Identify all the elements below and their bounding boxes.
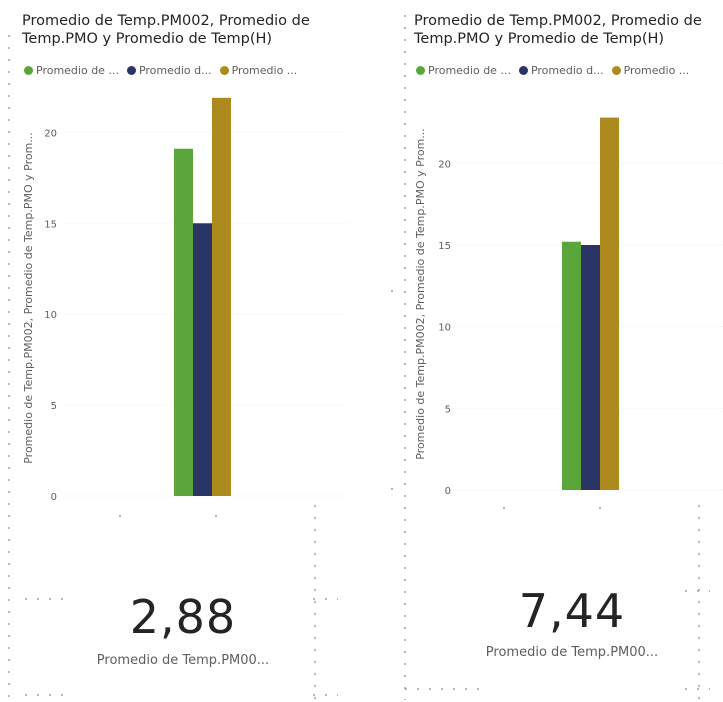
legend-label: Promedio ... xyxy=(231,64,298,77)
kpi-value: 7,44 xyxy=(518,584,626,638)
kpi-value: 2,88 xyxy=(129,590,237,644)
legend-swatch xyxy=(611,66,621,75)
y-tick-label: 5 xyxy=(51,401,57,412)
kpi-label: Promedio de Temp.PM00... xyxy=(96,653,270,668)
panel-border-dots xyxy=(698,500,700,700)
panel-border-dots xyxy=(314,500,316,700)
bar xyxy=(581,245,600,490)
y-tick-label: 20 xyxy=(44,128,57,139)
bar xyxy=(600,117,619,490)
panel-border-dots xyxy=(400,688,480,690)
y-tick-label: 0 xyxy=(445,486,451,497)
panel-border-dots xyxy=(594,507,606,509)
panel-border-dots xyxy=(680,688,710,690)
panel-border-dots xyxy=(386,488,400,490)
y-tick-label: 20 xyxy=(438,159,451,170)
panel-border-dots xyxy=(210,515,222,517)
bar xyxy=(562,241,581,490)
y-tick-label: 10 xyxy=(44,310,57,321)
legend-item[interactable]: Promedio ... xyxy=(611,64,690,77)
bar xyxy=(212,97,231,497)
panel-border-dots xyxy=(308,694,338,696)
legend-swatch xyxy=(518,66,528,75)
panel-border-dots xyxy=(114,515,126,517)
y-tick-label: 10 xyxy=(438,323,451,334)
bar xyxy=(174,148,193,496)
y-tick-label: 5 xyxy=(445,404,451,415)
legend-label: Promedio d... xyxy=(138,64,212,77)
y-tick-label: 15 xyxy=(44,219,57,230)
y-tick-label: 15 xyxy=(438,241,451,252)
legend-item[interactable]: Promedio d... xyxy=(126,64,212,77)
panel-border-dots xyxy=(680,590,710,592)
panel-border-dots xyxy=(404,10,406,700)
legend-label: Promedio de ... xyxy=(428,64,511,77)
legend-item[interactable]: Promedio de ... xyxy=(24,64,119,77)
legend-item[interactable]: Promedio de ... xyxy=(416,64,511,77)
legend-label: Promedio de ... xyxy=(36,64,119,77)
panel-border-dots xyxy=(8,30,10,700)
chart-panel-left[interactable]: Promedio de Temp.PM002, Promedio de Temp… xyxy=(0,0,362,702)
chart-legend[interactable]: Promedio de ... Promedio d... Promedio .… xyxy=(24,64,297,77)
legend-item[interactable]: Promedio ... xyxy=(219,64,298,77)
panel-border-dots xyxy=(20,694,70,696)
bar-chart-plot: 0 5 10 15 20 Promedio de Temp.PM002, Promedio… xyxy=(22,97,348,503)
legend-item[interactable]: Promedio d... xyxy=(518,64,604,77)
chart-panel-right[interactable]: Promedio de Temp.PM002, Promedio de Temp… xyxy=(380,0,723,702)
chart-title: Promedio de Temp.PM002, Promedio de Temp… xyxy=(22,13,310,47)
legend-swatch xyxy=(126,66,136,75)
bar xyxy=(193,223,212,497)
panel-border-dots xyxy=(20,598,70,600)
legend-swatch xyxy=(416,66,425,75)
legend-swatch xyxy=(24,66,33,75)
y-axis-label: Promedio de Temp.PM002, Promedio de Temp… xyxy=(414,128,427,460)
legend-swatch xyxy=(219,66,229,75)
legend-label: Promedio ... xyxy=(623,64,690,77)
legend-label: Promedio d... xyxy=(530,64,604,77)
panel-border-dots xyxy=(498,507,510,509)
chart-legend[interactable]: Promedio de ... Promedio d... Promedio .… xyxy=(416,64,689,77)
chart-title: Promedio de Temp.PM002, Promedio de Temp… xyxy=(414,13,702,47)
panel-border-dots xyxy=(386,290,400,292)
kpi-label: Promedio de Temp.PM00... xyxy=(485,645,659,660)
y-axis-label: Promedio de Temp.PM002, Promedio de Temp… xyxy=(22,132,35,464)
y-tick-label: 0 xyxy=(51,492,57,503)
panel-border-dots xyxy=(308,598,338,600)
bar-chart-plot: 0 5 10 15 20 Promedio de Temp.PM002, Promedio… xyxy=(414,117,723,497)
